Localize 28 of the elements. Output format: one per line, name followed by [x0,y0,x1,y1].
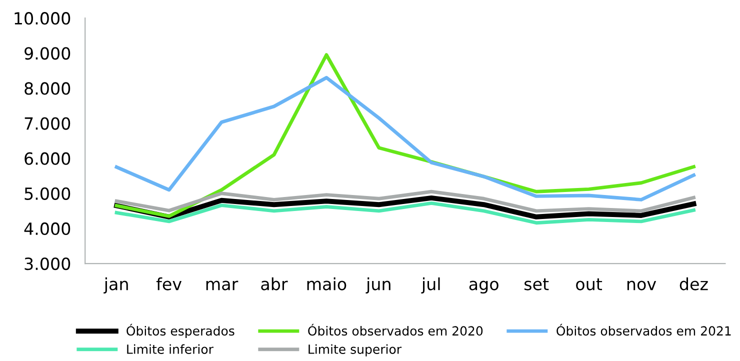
y-tick-label: 10.000 [14,12,70,25]
x-tick-label: jun [366,277,390,294]
x-tick-label: mar [206,280,238,290]
y-tick-label: 5.000 [24,187,70,200]
y-tick-label: 7.000 [24,117,70,130]
legend-label: Limite inferior [127,344,214,354]
x-tick-label: jan [104,277,128,294]
line-series [114,190,696,213]
legend-label: Limite superior [308,344,402,356]
legend-label: Óbitos esperados [126,324,234,338]
y-tick-label: 8.000 [24,82,70,95]
x-tick-label: jul [421,277,440,294]
y-tick-label: 3.000 [24,257,70,270]
line-series [114,201,696,225]
x-tick-label: maio [307,277,346,290]
x-tick-label: dez [680,277,708,290]
x-tick-label: abr [261,277,288,290]
y-tick-label: 4.000 [24,222,70,236]
x-tick-label: ago [469,280,498,294]
legend-label: Óbitos observados em 2020 [308,324,483,336]
legend-label: Óbitos observados em 2021 [556,324,731,336]
y-tick-label: 6.000 [24,152,70,165]
line-series [114,76,696,202]
x-tick-label: nov [627,280,656,290]
x-tick-label: set [524,278,549,290]
y-tick-label: 9.000 [24,47,70,60]
x-tick-label: fev [156,277,182,290]
x-tick-label: out [576,278,602,290]
